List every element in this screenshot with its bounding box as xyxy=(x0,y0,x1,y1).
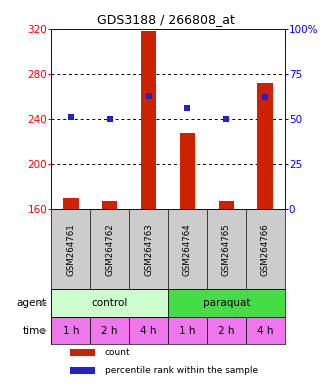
Text: percentile rank within the sample: percentile rank within the sample xyxy=(105,366,258,375)
Bar xyxy=(129,317,168,344)
Bar xyxy=(51,290,168,317)
Text: time: time xyxy=(23,326,47,336)
Text: control: control xyxy=(91,298,128,308)
Text: agent: agent xyxy=(17,298,47,308)
Text: 1 h: 1 h xyxy=(179,326,196,336)
Bar xyxy=(258,83,273,209)
Bar xyxy=(246,317,285,344)
Bar xyxy=(51,317,90,344)
Text: 2 h: 2 h xyxy=(101,326,118,336)
Text: GSM264766: GSM264766 xyxy=(261,223,270,276)
Bar xyxy=(70,367,95,374)
Text: count: count xyxy=(105,348,130,357)
Bar xyxy=(141,31,156,209)
Bar xyxy=(218,201,234,209)
Text: GSM264764: GSM264764 xyxy=(183,223,192,276)
Text: GSM264763: GSM264763 xyxy=(144,223,153,276)
Bar xyxy=(63,198,78,209)
Text: GDS3188 / 266808_at: GDS3188 / 266808_at xyxy=(97,13,234,26)
Text: GSM264761: GSM264761 xyxy=(66,223,75,276)
Text: GSM264762: GSM264762 xyxy=(105,223,114,276)
Text: GSM264765: GSM264765 xyxy=(222,223,231,276)
Bar xyxy=(90,317,129,344)
Text: 2 h: 2 h xyxy=(218,326,235,336)
Text: paraquat: paraquat xyxy=(203,298,250,308)
Text: 4 h: 4 h xyxy=(140,326,157,336)
Text: 4 h: 4 h xyxy=(257,326,273,336)
Bar xyxy=(180,132,195,209)
Bar xyxy=(102,201,118,209)
Bar xyxy=(168,317,207,344)
Bar xyxy=(207,317,246,344)
Bar xyxy=(168,290,285,317)
Bar xyxy=(70,349,95,356)
Text: 1 h: 1 h xyxy=(63,326,79,336)
